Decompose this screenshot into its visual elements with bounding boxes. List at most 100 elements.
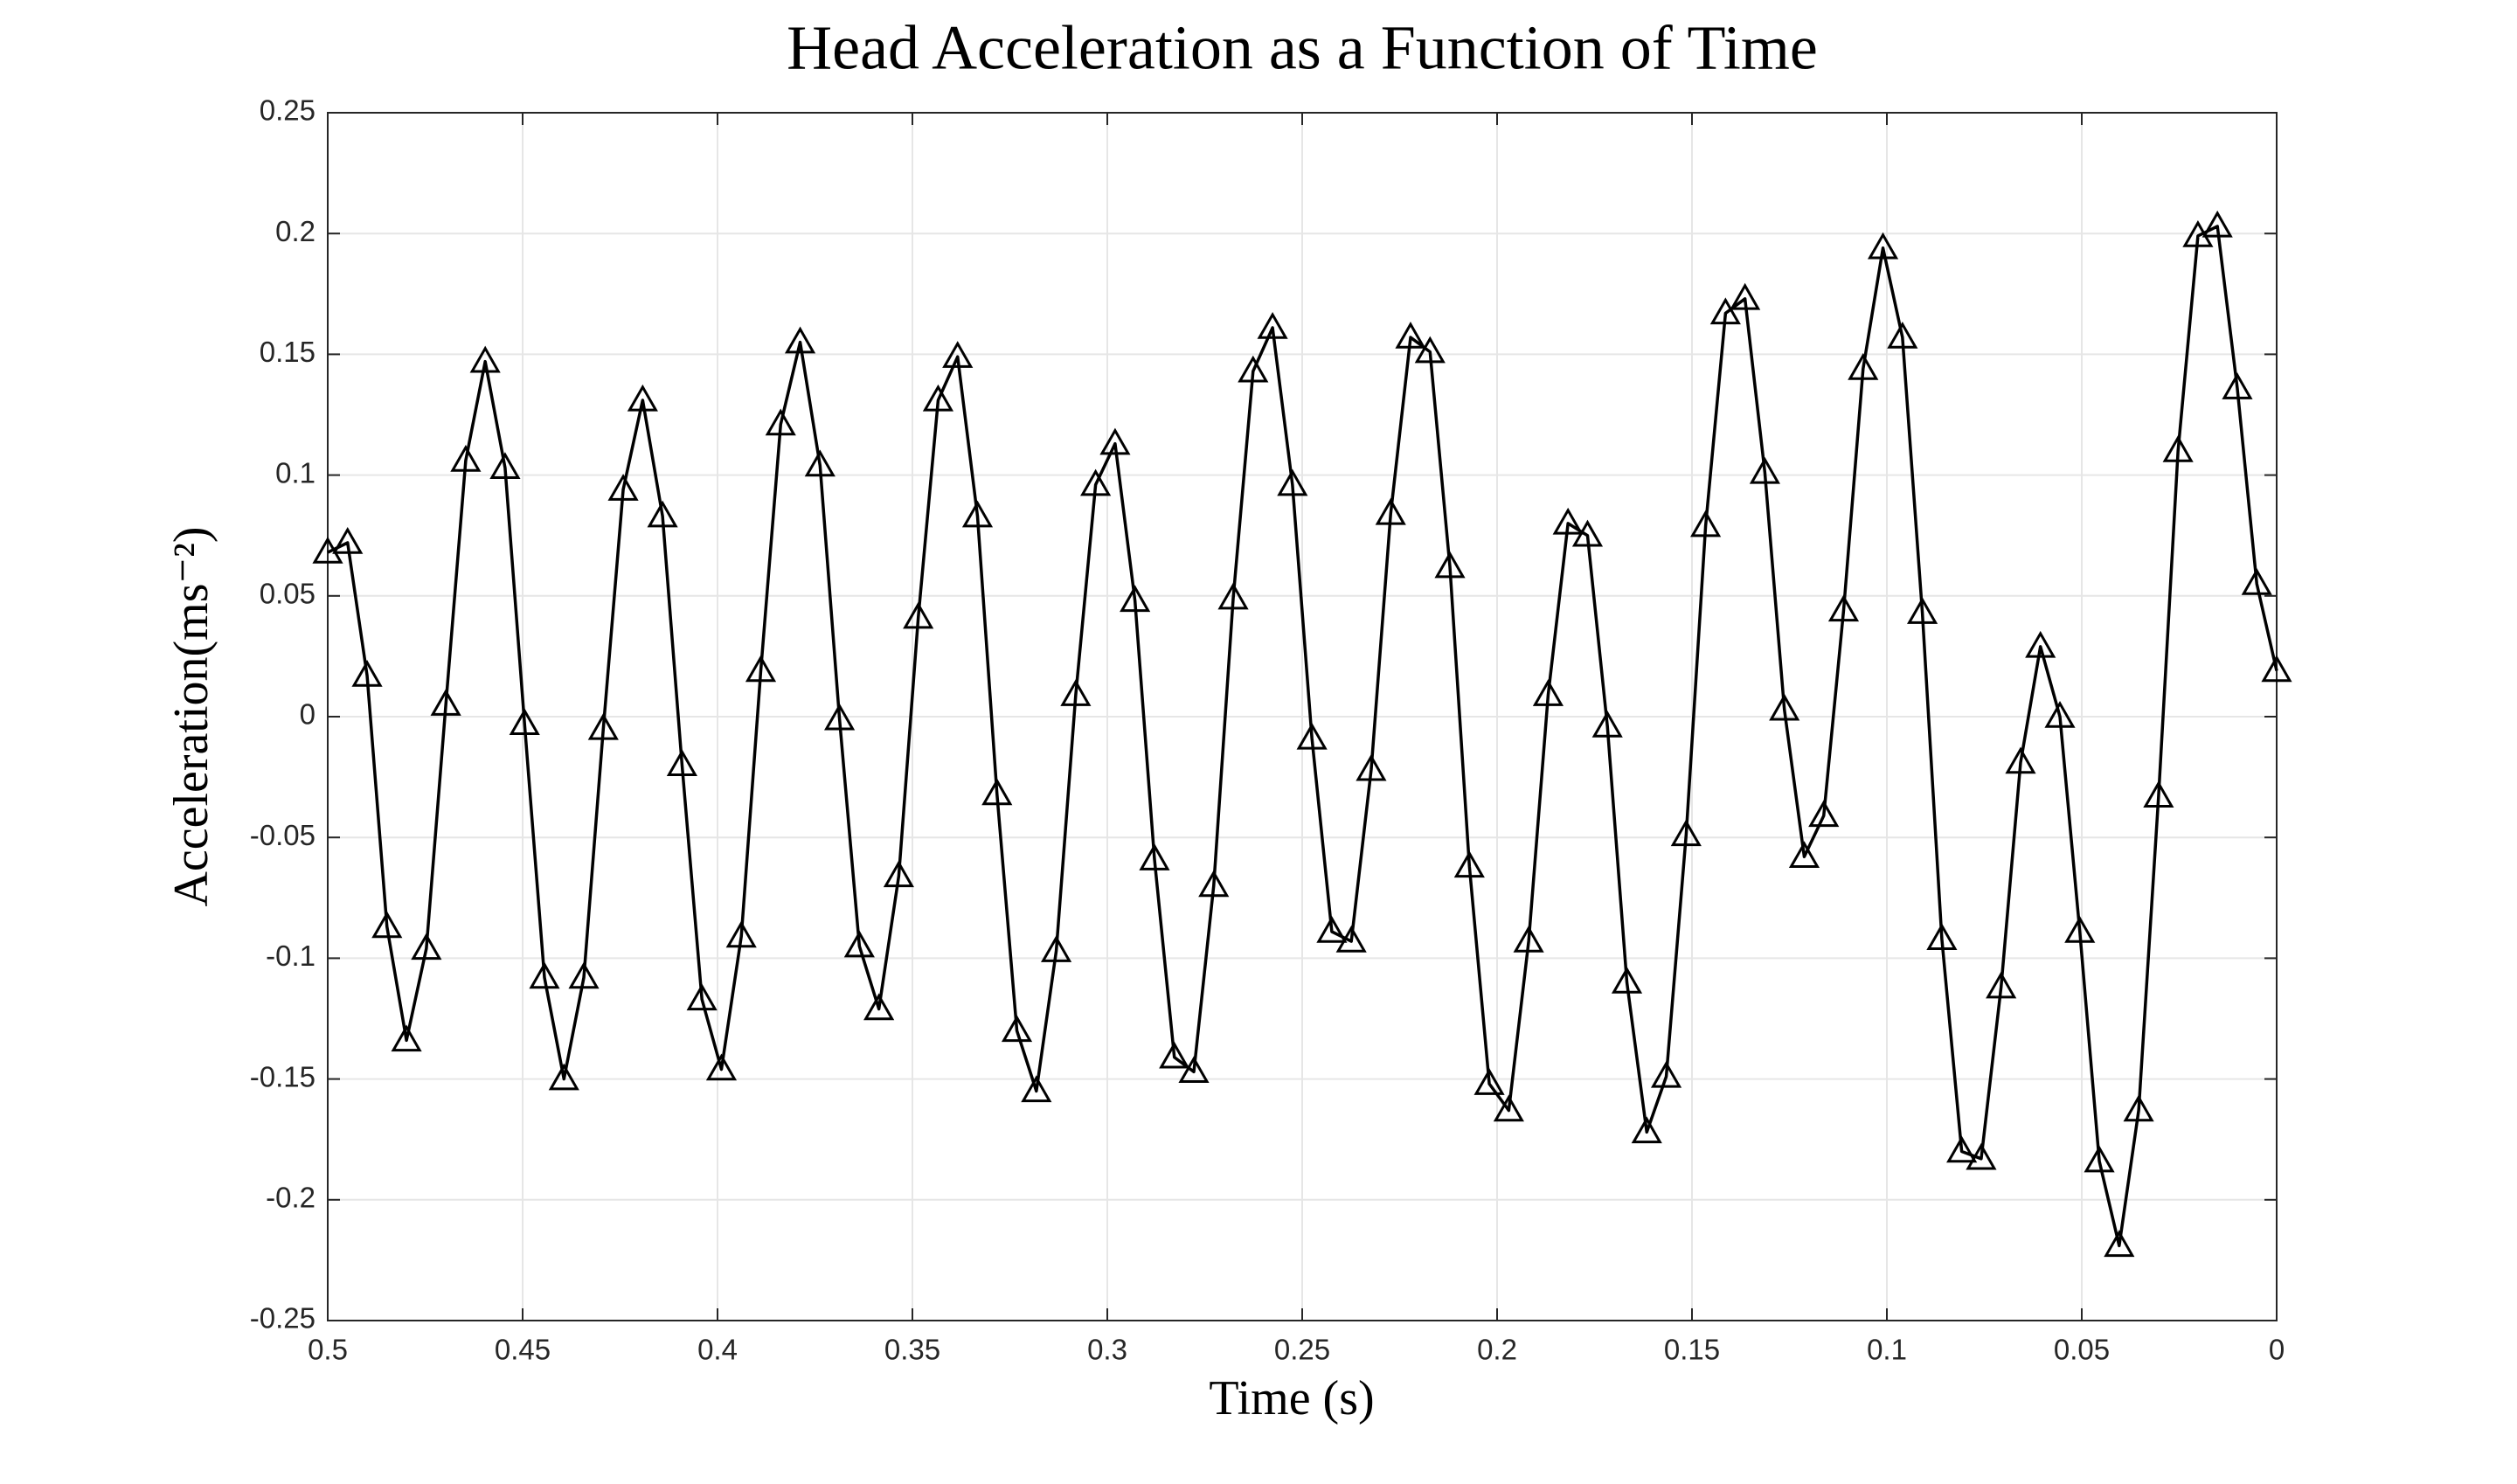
y-tick-label: 0 [300, 698, 315, 731]
data-marker [1493, 1094, 1524, 1122]
data-marker [469, 345, 501, 373]
data-marker [371, 911, 403, 939]
data-marker [2044, 700, 2076, 728]
data-marker [2162, 434, 2194, 462]
y-tick-label: -0.1 [266, 940, 315, 972]
data-marker [1986, 971, 2017, 999]
data-marker [725, 920, 757, 948]
data-marker [548, 1063, 579, 1091]
data-marker [2064, 915, 2096, 943]
data-marker [2202, 210, 2233, 238]
data-marker [863, 993, 895, 1021]
data-marker [705, 1053, 738, 1081]
data-marker [784, 326, 816, 354]
data-marker [1552, 507, 1584, 535]
data-marker [1060, 679, 1092, 706]
x-axis-label: Time (s) [1209, 1371, 1374, 1425]
data-marker [1356, 753, 1387, 781]
data-marker [1887, 322, 1918, 349]
axes: 0.5 0.45 0.4 0.35 0.3 0.25 0.2 0.15 0.1 0.05 0 -0.2… [250, 94, 2285, 1366]
data-marker [1709, 297, 1741, 325]
data-marker [883, 860, 914, 888]
data-marker [942, 341, 974, 368]
data-marker [666, 749, 697, 777]
data-marker [587, 712, 619, 740]
data-marker [1571, 519, 1604, 547]
data-marker [1907, 597, 1938, 624]
data-marker [2222, 372, 2253, 399]
data-marker [843, 930, 875, 958]
data-marker [1001, 1015, 1033, 1043]
data-marker [2084, 1145, 2115, 1173]
data-marker [2123, 1094, 2154, 1122]
data-marker [1848, 352, 1879, 380]
data-marker [1139, 843, 1170, 870]
data-marker [686, 983, 718, 1011]
data-marker [647, 500, 678, 528]
data-marker [2104, 1230, 2135, 1258]
data-marker [745, 655, 777, 683]
data-marker [1808, 800, 1840, 828]
x-tick-label: 0.3 [1087, 1334, 1127, 1366]
data-marker [1217, 582, 1249, 610]
data-marker [2241, 567, 2272, 595]
data-marker [1749, 456, 1780, 484]
data-marker [391, 1024, 422, 1052]
data-marker [2261, 655, 2292, 683]
data-marker [1611, 967, 1643, 994]
data-marker [1453, 850, 1485, 878]
data-marker [1178, 1056, 1210, 1084]
data-marker [1946, 1135, 1978, 1163]
data-marker [627, 384, 658, 412]
data-marker [1827, 594, 1860, 622]
data-marker [1375, 497, 1406, 525]
data-marker [332, 526, 364, 554]
data-marker [2025, 630, 2056, 658]
x-tick-label: 0.4 [697, 1334, 738, 1366]
chart-title: Head Acceleration as a Function of Time [787, 13, 1818, 83]
data-marker [1926, 923, 1958, 951]
data-marker [450, 444, 482, 472]
x-tick-label: 0.45 [495, 1334, 551, 1366]
data-marker [607, 474, 639, 501]
data-marker [489, 452, 521, 480]
data-marker [1395, 322, 1426, 349]
y-tick-label: 0.25 [260, 94, 315, 127]
data-marker [1080, 468, 1112, 496]
data-marker [1966, 1142, 1997, 1170]
y-tick-label: 0.05 [260, 578, 315, 610]
axes-box [327, 112, 2278, 1321]
data-marker [981, 778, 1013, 806]
data-marker [529, 961, 560, 989]
data-marker [1769, 693, 1800, 721]
data-marker [2005, 746, 2036, 774]
y-axis-label: Acceleration(ms⁻²) [164, 526, 218, 906]
data-marker [1532, 679, 1564, 706]
x-tick-label: 0.5 [308, 1334, 348, 1366]
data-marker [1690, 510, 1722, 537]
data-marker [765, 408, 796, 436]
data-marker [2143, 780, 2174, 808]
y-tick-label: -0.25 [250, 1302, 315, 1335]
x-tick-label: 0.15 [1664, 1334, 1720, 1366]
data-marker [1867, 232, 1899, 260]
data-marker [804, 449, 836, 477]
data-marker [1591, 711, 1623, 738]
data-marker [351, 659, 383, 687]
data-marker [903, 601, 934, 629]
data-marker [1631, 1116, 1662, 1144]
data-marker [568, 961, 600, 989]
y-tick-label: 0.15 [260, 336, 315, 368]
data-marker [1277, 468, 1308, 496]
y-tick-label: -0.2 [266, 1182, 315, 1214]
data-marker [1473, 1068, 1505, 1095]
y-tick-label: 0.2 [275, 215, 315, 247]
x-tick-label: 0.35 [884, 1334, 940, 1366]
data-marker [1021, 1075, 1052, 1103]
data-marker [1198, 870, 1230, 898]
data-marker [1159, 1041, 1190, 1069]
data-marker [961, 500, 994, 528]
y-tick-label: 0.1 [275, 456, 315, 489]
